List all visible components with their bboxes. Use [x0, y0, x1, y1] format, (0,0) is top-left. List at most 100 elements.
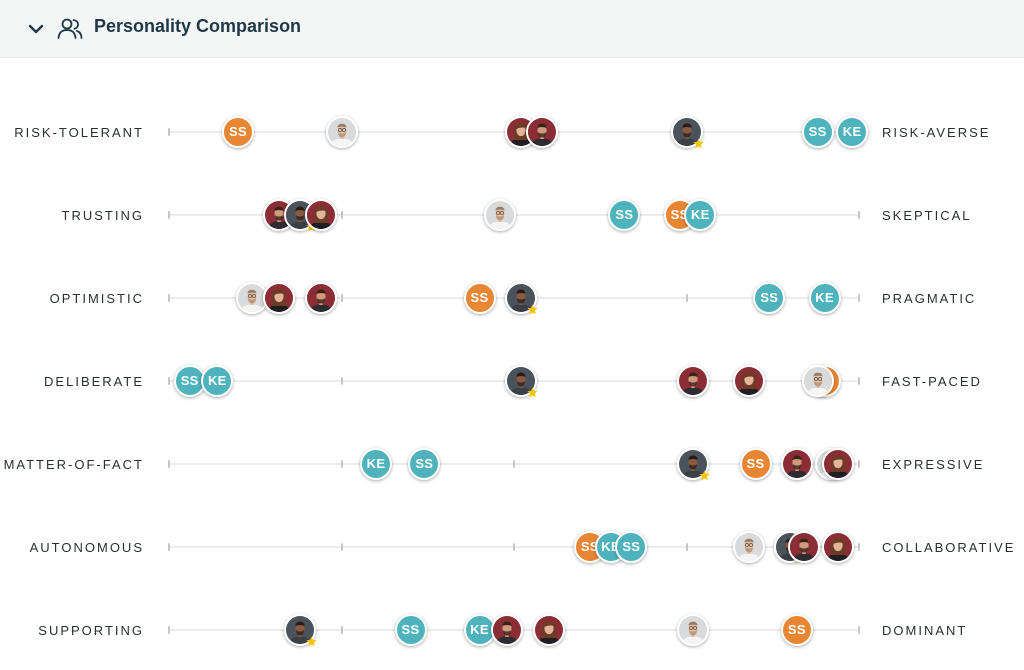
photo-avatar[interactable] [801, 365, 834, 397]
initials-avatar[interactable]: SS [780, 614, 813, 646]
trait-row: SUPPORTING SS KE SS DOMINANT [0, 610, 1024, 650]
initials-avatar[interactable]: SS [394, 614, 427, 646]
trait-right-label: SKEPTICAL [882, 208, 972, 223]
scale-tick [340, 626, 343, 634]
trait-right-label: DOMINANT [882, 623, 968, 638]
scale-tick [858, 211, 860, 219]
avatar-initials: SS [746, 456, 765, 471]
photo-avatar[interactable] [504, 365, 538, 398]
scale-tick [858, 460, 860, 468]
initials-avatar[interactable]: SS [408, 448, 441, 480]
avatar-initials: KE [366, 456, 386, 471]
page-title: Personality Comparison [94, 16, 302, 36]
scale-tick [685, 543, 688, 551]
photo-avatar[interactable] [235, 282, 268, 314]
trait-right-label: COLLABORATIVE [882, 540, 1016, 555]
initials-avatar[interactable]: KE [360, 448, 392, 480]
trait-row: TRUSTING SS SS KE SKEPTICAL [0, 195, 1024, 235]
photo-avatar[interactable] [677, 614, 710, 646]
trait-row: OPTIMISTIC SS SS KE PRAGMATIC [0, 278, 1024, 318]
photo-avatar[interactable] [670, 116, 704, 149]
panel-header: Personality Comparison [0, 0, 1024, 58]
avatar-initials: SS [580, 539, 599, 554]
initials-avatar[interactable]: SS [739, 448, 772, 480]
photo-avatar[interactable] [491, 614, 524, 646]
scale-tick [858, 377, 860, 385]
avatar-initials: SS [401, 622, 420, 637]
scale-tick [858, 626, 860, 634]
scale-tick [685, 294, 688, 302]
scale-tick [168, 626, 170, 634]
scale-tick [168, 377, 170, 385]
photo-avatar[interactable] [304, 199, 337, 231]
photo-avatar[interactable] [304, 282, 337, 314]
trait-right-label: PRAGMATIC [882, 291, 977, 306]
avatar-initials: SS [470, 290, 489, 305]
initials-avatar[interactable]: SS [801, 116, 834, 148]
photo-avatar[interactable] [325, 116, 358, 148]
avatar-initials: KE [601, 539, 620, 554]
trait-row: MATTER-OF-FACT KE SS SS EXPRESSIVE [0, 444, 1024, 484]
scale-tick [340, 294, 343, 302]
initials-avatar[interactable]: KE [808, 282, 841, 314]
star-icon [306, 636, 317, 647]
avatar-initials: KE [690, 207, 710, 222]
photo-avatar[interactable] [732, 531, 765, 563]
scale-tick [168, 294, 170, 302]
scale-tick [340, 543, 343, 551]
photo-avatar[interactable] [822, 531, 855, 563]
trait-left-label: OPTIMISTIC [49, 291, 144, 306]
photo-avatar[interactable] [732, 365, 765, 397]
avatar-initials: KE [207, 373, 227, 388]
trait-row: AUTONOMOUS SS KE SS COLLABORATIVE [0, 527, 1024, 567]
avatar-initials: SS [760, 290, 779, 305]
photo-avatar[interactable] [525, 116, 558, 148]
scale-tick [858, 294, 860, 302]
chevron-down-icon[interactable] [26, 19, 46, 39]
scale-tick [168, 543, 170, 551]
photo-avatar[interactable] [787, 531, 820, 563]
initials-avatar[interactable]: SS [753, 282, 786, 314]
initials-avatar[interactable]: KE [594, 531, 627, 563]
photo-avatar[interactable] [263, 282, 296, 314]
initials-avatar[interactable]: SS [608, 199, 641, 231]
trait-left-label: AUTONOMOUS [29, 540, 144, 555]
scale-tick [340, 377, 343, 385]
scale-tick [858, 543, 860, 551]
scale-tick [513, 543, 515, 551]
trait-right-label: EXPRESSIVE [882, 457, 985, 472]
star-icon [527, 304, 538, 315]
avatar-initials: SS [615, 207, 634, 222]
photo-avatar[interactable] [504, 282, 538, 315]
avatar-initials: SS [415, 456, 434, 471]
avatar-initials: SS [787, 622, 806, 637]
trait-left-label: SUPPORTING [38, 623, 144, 638]
trait-left-label: DELIBERATE [44, 374, 144, 389]
initials-avatar[interactable]: KE [684, 199, 717, 231]
scale-tick [168, 211, 170, 219]
photo-avatar[interactable] [284, 614, 317, 647]
photo-avatar[interactable] [822, 448, 855, 480]
scale-tick [340, 211, 343, 219]
avatar-initials: SS [180, 373, 199, 388]
trait-left-label: TRUSTING [61, 208, 144, 223]
photo-avatar[interactable] [532, 614, 565, 646]
avatar-initials: KE [842, 124, 862, 139]
scale-tick [168, 128, 170, 136]
photo-avatar[interactable] [484, 199, 517, 231]
initials-avatar[interactable]: KE [201, 365, 234, 397]
trait-left-label: MATTER-OF-FACT [3, 457, 144, 472]
star-icon [527, 387, 538, 398]
initials-avatar[interactable]: KE [836, 116, 869, 148]
photo-avatar[interactable] [780, 448, 813, 480]
avatar-initials: KE [815, 290, 834, 305]
photo-avatar[interactable] [677, 448, 711, 481]
initials-avatar[interactable]: SS [615, 531, 648, 563]
photo-avatar[interactable] [677, 365, 710, 397]
avatar-initials: SS [808, 124, 827, 139]
scale-tick [340, 460, 343, 468]
initials-avatar[interactable]: SS [222, 116, 254, 148]
initials-avatar[interactable]: SS [463, 282, 496, 314]
trait-left-label: RISK-TOLERANT [14, 125, 144, 140]
scale-tick [168, 460, 170, 468]
